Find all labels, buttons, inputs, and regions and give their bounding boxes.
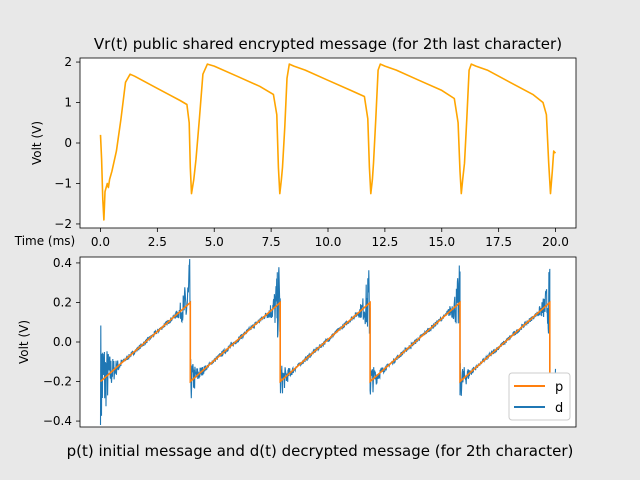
bottom-y-tick-label: 0.0 (53, 335, 72, 349)
legend-d-label: d (555, 401, 563, 416)
top-plot-area (80, 58, 576, 228)
top-y-tick-label: 1 (64, 96, 72, 110)
bottom-chart-title: p(t) initial message and d(t) decrypted … (67, 442, 574, 460)
legend-p-label: p (555, 380, 563, 395)
bottom-y-tick-label: 0.2 (53, 295, 72, 309)
top-x-axis-label: Time (ms) (14, 234, 76, 248)
legend: p d (509, 373, 570, 420)
top-x-tick-label: 0.0 (91, 235, 110, 249)
top-x-tick-label: 2.5 (148, 235, 167, 249)
top-x-tick-label: 17.5 (485, 235, 512, 249)
top-x-tick-label: 7.5 (262, 235, 281, 249)
bottom-y-tick-label: −0.2 (43, 375, 72, 389)
top-x-tick-label: 12.5 (372, 235, 399, 249)
top-y-axis-label: Volt (V) (30, 121, 44, 165)
top-x-tick-label: 10.0 (315, 235, 342, 249)
top-y-tick-label: 2 (64, 55, 72, 69)
top-x-tick-label: 20.0 (542, 235, 569, 249)
bottom-chart: 0.4 0.2 0.0 −0.2 −0.4 Volt (V) p d (17, 256, 576, 428)
top-y-tick-label: −1 (54, 176, 72, 190)
bottom-y-tick-label: 0.4 (53, 256, 72, 270)
bottom-y-tick-label: −0.4 (43, 414, 72, 428)
top-x-tick-label: 5.0 (205, 235, 224, 249)
bottom-y-axis-label: Volt (V) (17, 320, 31, 364)
top-x-tick-label: 15.0 (428, 235, 455, 249)
top-y-tick-label: 0 (64, 136, 72, 150)
bottom-plot-area (80, 257, 576, 427)
top-chart: 0.0 2.5 5.0 7.5 10.0 12.5 15.0 17.5 20.0 −2 −1 0 1 2… (14, 35, 576, 249)
top-chart-title: Vr(t) public shared encrypted message (f… (94, 35, 562, 53)
top-y-tick-label: −2 (54, 217, 72, 231)
